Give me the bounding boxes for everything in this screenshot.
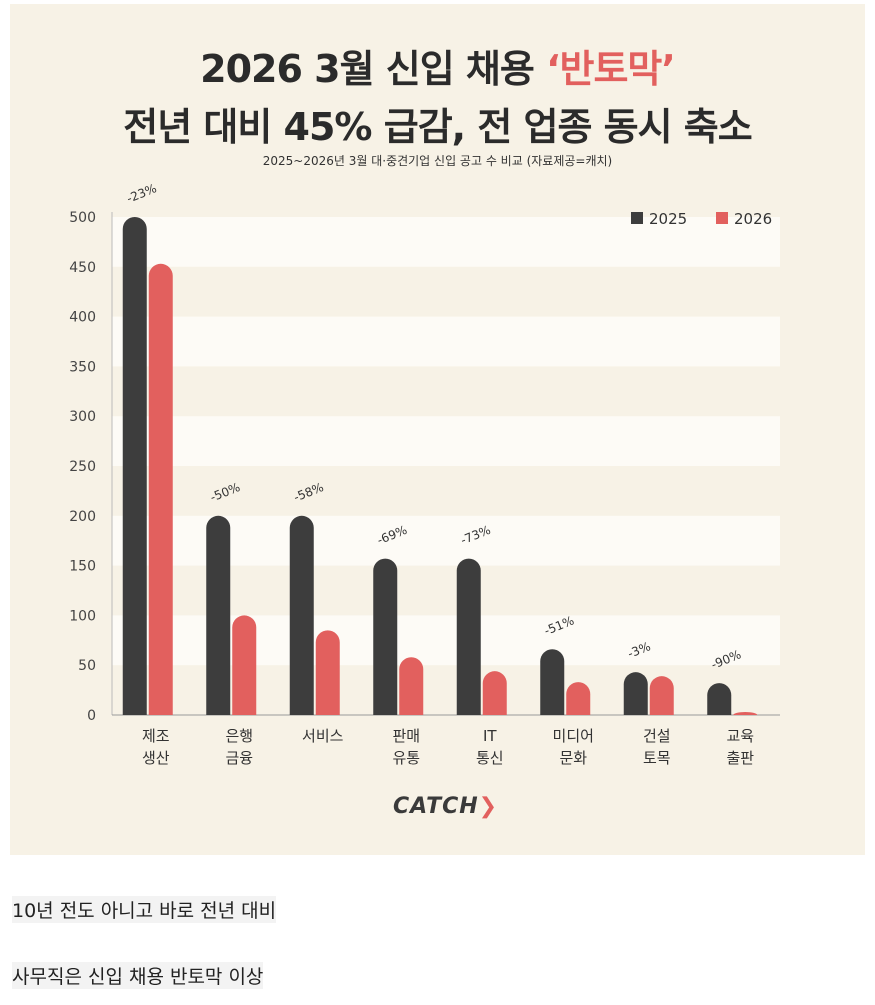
category-label: 판매 xyxy=(392,727,420,745)
bar-2025 xyxy=(206,515,231,715)
chart-title-line2: 전년 대비 45% 급감, 전 업종 동시 축소 xyxy=(123,105,752,149)
bar-2026 xyxy=(399,657,424,715)
y-tick-label: 400 xyxy=(69,310,96,326)
caption-line: 10년 전도 아니고 바로 전년 대비 xyxy=(12,896,277,923)
y-tick-label: 100 xyxy=(69,608,96,624)
bar-2026 xyxy=(232,615,257,715)
change-label: -50% xyxy=(208,480,242,505)
legend-label-2025: 2025 xyxy=(649,210,687,228)
bar-2026 xyxy=(649,676,674,715)
y-tick-label: 250 xyxy=(69,459,96,475)
bar-2025 xyxy=(289,515,314,715)
bar-2026 xyxy=(566,682,591,715)
category-label: 출판 xyxy=(726,749,754,767)
category-label: 서비스 xyxy=(302,727,344,745)
y-tick-label: 350 xyxy=(69,359,96,375)
bar-2025 xyxy=(456,558,481,715)
category-label: 생산 xyxy=(142,749,170,767)
y-tick-label: 200 xyxy=(69,509,96,525)
grid-band xyxy=(112,416,780,466)
category-label: 통신 xyxy=(476,749,504,767)
logo-text: CATCH xyxy=(393,794,479,819)
category-label: 유통 xyxy=(392,749,420,767)
bar-2025 xyxy=(373,558,398,715)
category-label: 토목 xyxy=(643,749,671,767)
bar-2025 xyxy=(623,672,648,715)
y-tick-label: 0 xyxy=(87,708,96,724)
category-label: IT xyxy=(483,727,497,745)
category-label: 제조 xyxy=(142,727,170,745)
y-tick-label: 150 xyxy=(69,559,96,575)
bar-2025 xyxy=(540,649,565,715)
category-label: 문화 xyxy=(559,749,587,767)
category-label: 건설 xyxy=(643,727,671,745)
change-label: -58% xyxy=(292,480,326,505)
category-label: 금융 xyxy=(225,749,253,767)
chart-subtitle: 2025~2026년 3월 대·중견기업 신입 공고 수 비교 (자료제공=캐치… xyxy=(262,154,613,168)
legend-swatch-2025 xyxy=(631,212,643,224)
bar-2026 xyxy=(482,671,507,715)
bar-2026 xyxy=(148,263,173,715)
caption-line: 사무직은 신입 채용 반토막 이상 xyxy=(12,962,264,989)
legend-swatch-2026 xyxy=(716,212,728,224)
title-accent: ‘반토막’ xyxy=(546,47,676,91)
y-tick-label: 500 xyxy=(69,210,96,226)
y-tick-label: 450 xyxy=(69,260,96,276)
legend-label-2026: 2026 xyxy=(734,210,772,228)
category-label: 미디어 xyxy=(553,727,594,745)
bar-2026 xyxy=(733,712,758,715)
grid-band xyxy=(112,217,780,267)
bar-2025 xyxy=(122,217,147,715)
catch-logo: CATCH❯ xyxy=(393,794,498,819)
change-label: -23% xyxy=(125,181,159,206)
title-prefix: 2026 3월 신입 채용 xyxy=(200,47,547,91)
category-label: 교육 xyxy=(726,727,754,745)
bar-2025 xyxy=(707,683,732,715)
infographic-card: 2026 3월 신입 채용 ‘반토막’ 전년 대비 45% 급감, 전 업종 동… xyxy=(10,4,865,855)
y-tick-label: 300 xyxy=(69,409,96,425)
chart-title-line1: 2026 3월 신입 채용 ‘반토막’ xyxy=(10,38,865,93)
grid-band xyxy=(112,316,780,367)
logo-chevron-icon: ❯ xyxy=(478,794,499,819)
y-tick-label: 50 xyxy=(78,658,96,674)
bar-2026 xyxy=(315,630,340,715)
category-label: 은행 xyxy=(225,727,253,745)
